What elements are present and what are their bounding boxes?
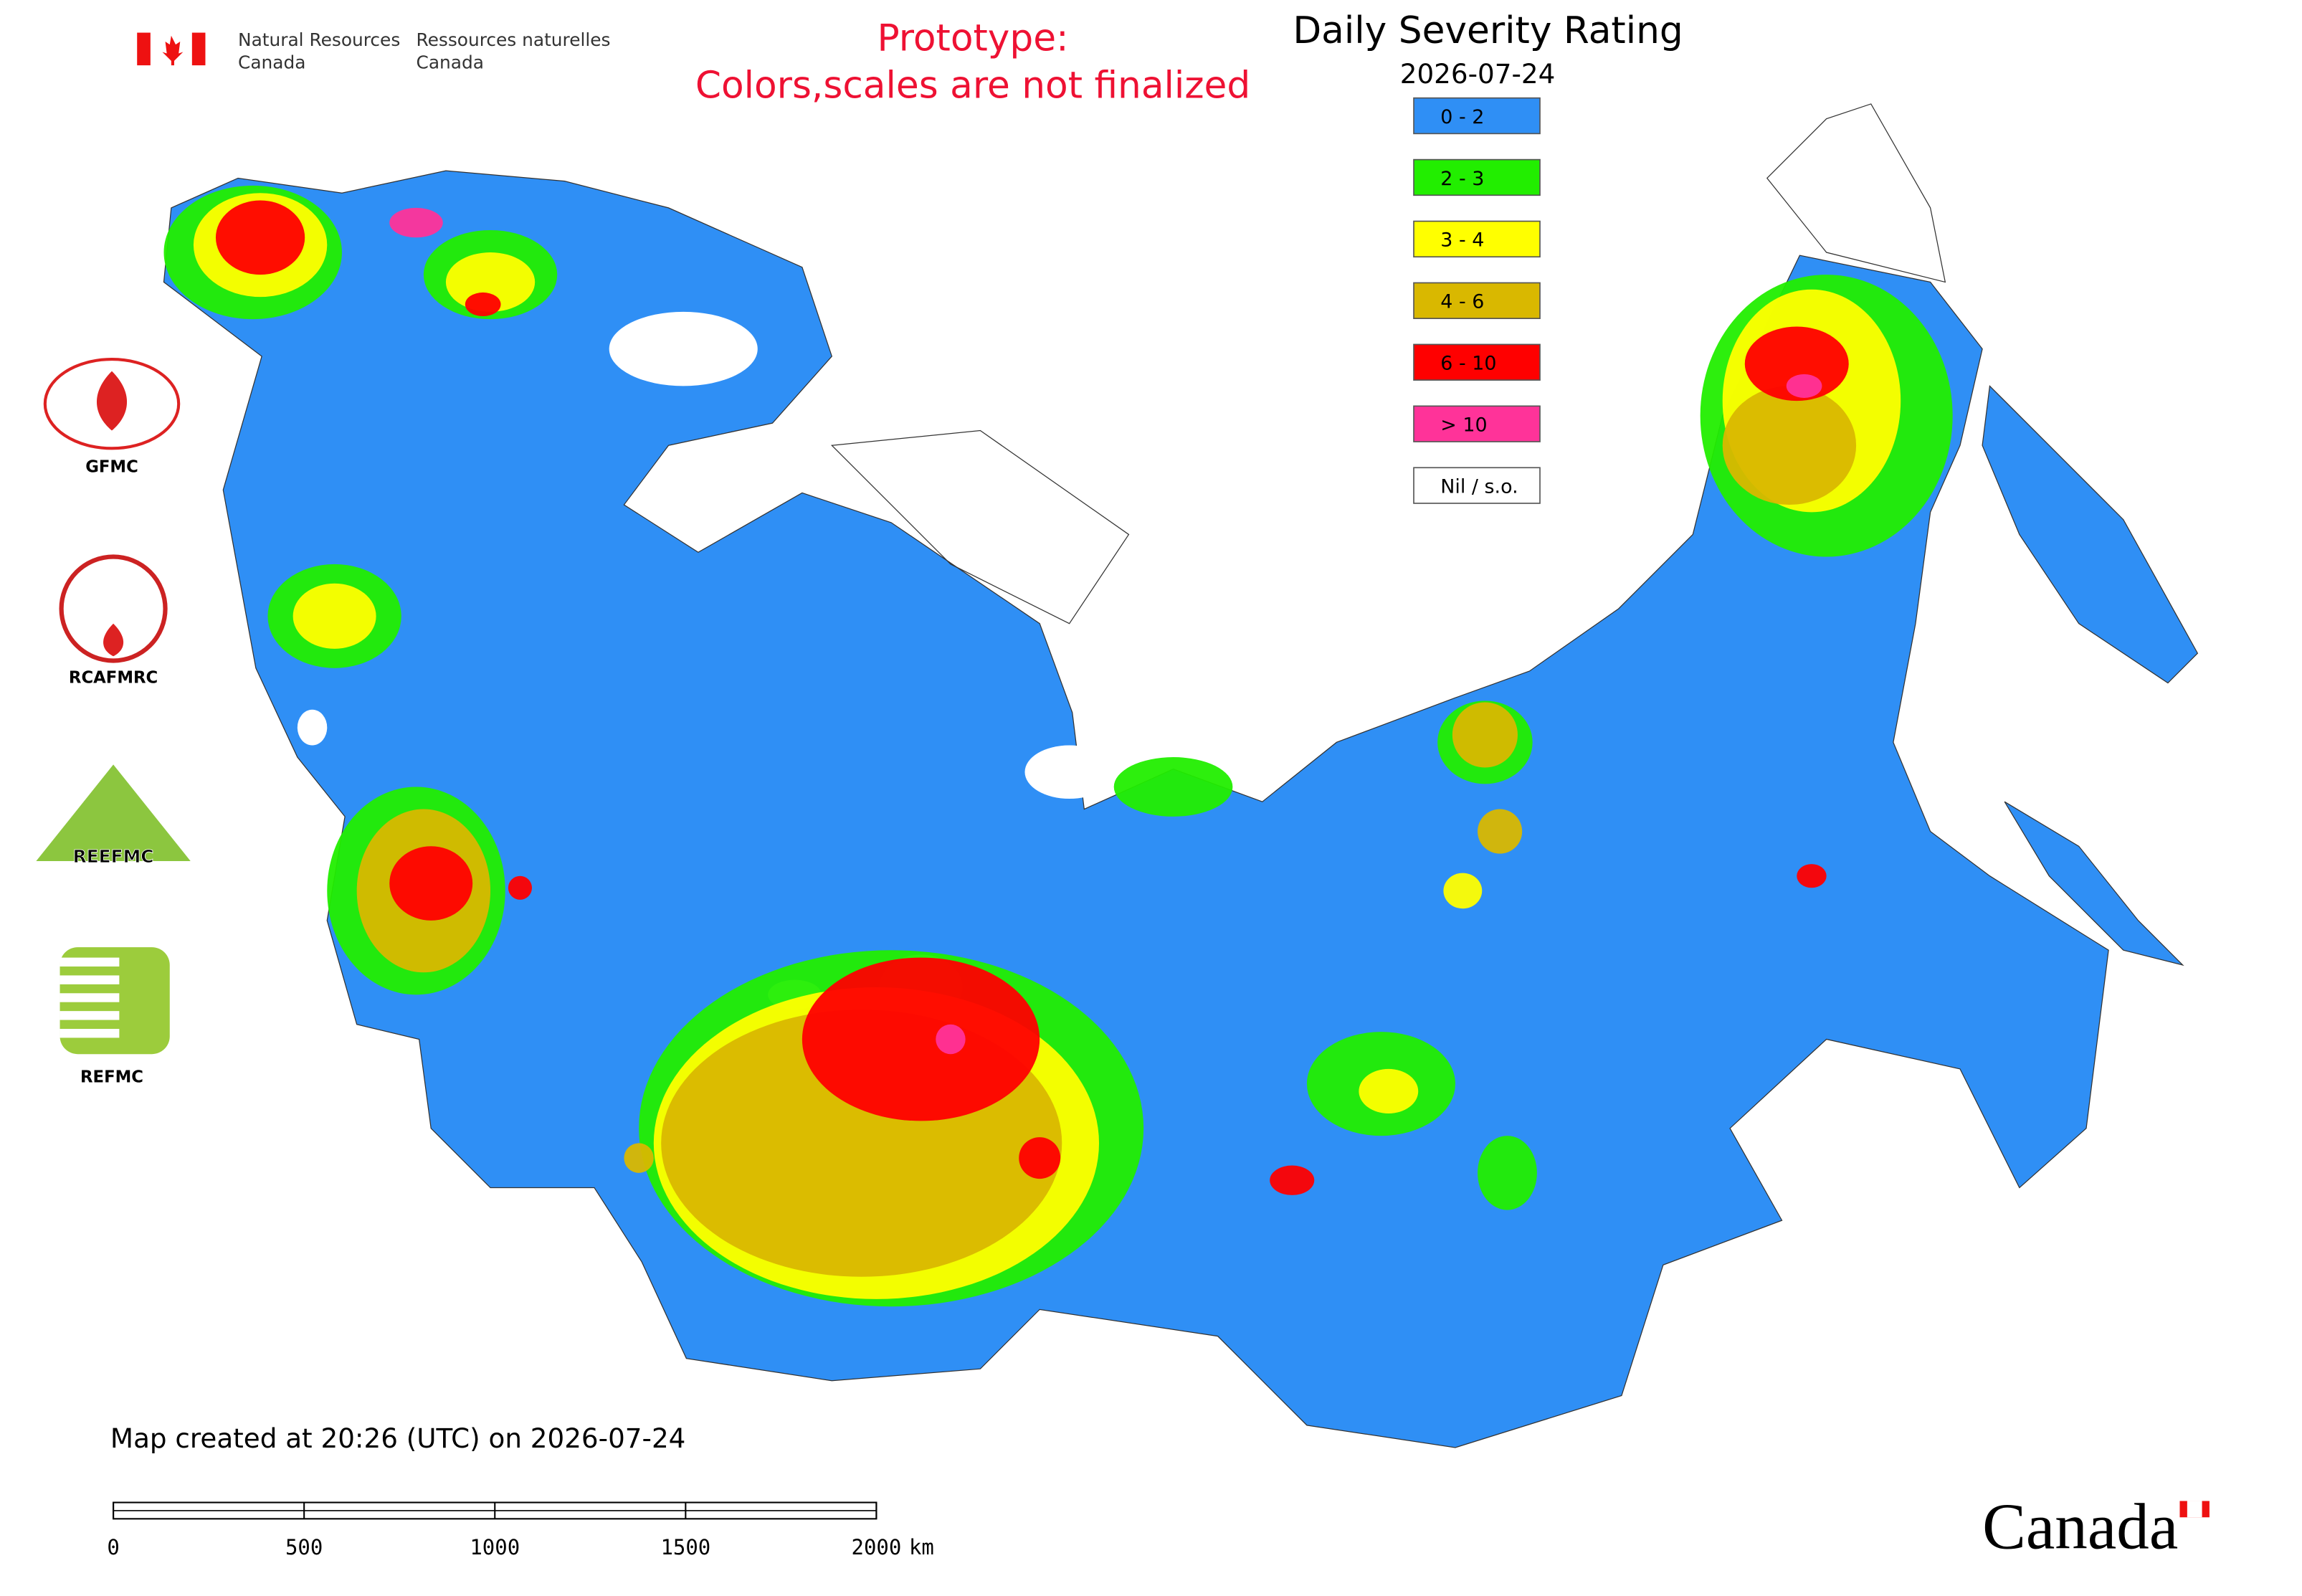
legend-label: 6 - 10 xyxy=(1440,353,1496,375)
severity-area xyxy=(1443,873,1483,909)
nrcan-signature: Natural Resources Canada Ressources natu… xyxy=(137,29,611,72)
agency-en: Canada xyxy=(238,52,305,72)
severity-area xyxy=(802,957,1040,1121)
scale-tick-label: 1500 xyxy=(660,1535,710,1559)
logo-icon xyxy=(103,623,124,657)
legend-swatch xyxy=(1413,405,1541,442)
notice: Colors,scales are not finalized xyxy=(695,65,1250,108)
created-note: Map created at 20:26 (UTC) on 2026-07-24 xyxy=(110,1422,685,1454)
legend-swatch xyxy=(1413,282,1541,319)
severity-area xyxy=(1478,1136,1537,1210)
legend: 0 - 2 2 - 3 3 - 4 4 - 6 6 - 10 > 10 Nil / s.o. xyxy=(1413,97,1541,504)
severity-area xyxy=(1270,1165,1315,1195)
severity-area xyxy=(1113,757,1233,817)
legend-swatch xyxy=(1413,220,1541,258)
scale-unit: km xyxy=(909,1535,934,1559)
scale-tick-label: 1000 xyxy=(470,1535,520,1559)
severity-area xyxy=(1019,1137,1061,1179)
logo-stripe xyxy=(60,1028,120,1038)
logo-icon xyxy=(59,554,168,663)
legend-label: Nil / s.o. xyxy=(1440,475,1518,498)
severity-area xyxy=(1797,864,1827,888)
severity-areas xyxy=(163,185,1953,1307)
land-area xyxy=(830,429,1130,624)
severity-area xyxy=(1478,809,1523,854)
logo-stripe xyxy=(60,1011,120,1020)
legend-label: 2 - 3 xyxy=(1440,168,1484,190)
scale-bar: 0 500 1000 1500 2000 km xyxy=(107,1501,934,1559)
legend-swatch xyxy=(1413,467,1541,504)
severity-area xyxy=(215,200,305,275)
logo-stripe xyxy=(60,975,120,984)
severity-area xyxy=(1452,702,1518,768)
legend-swatch xyxy=(1413,97,1541,135)
legend-swatch xyxy=(1413,343,1541,381)
flag-bar xyxy=(191,32,206,66)
severity-area xyxy=(389,207,443,238)
notice: Prototype: xyxy=(877,16,1068,60)
scale-tick-label: 500 xyxy=(285,1535,323,1559)
severity-area xyxy=(1722,386,1857,505)
agency-fr: Ressources naturelles xyxy=(417,29,611,50)
canada-wordmark: Canada xyxy=(1982,1491,2210,1563)
land-area xyxy=(2004,801,2184,966)
land-area xyxy=(1982,385,2199,684)
legend-swatch xyxy=(1413,158,1541,196)
map-title: Daily Severity Rating xyxy=(1293,9,1683,52)
agency-en: Natural Resources xyxy=(238,29,400,50)
agency-fr: Canada xyxy=(417,52,484,72)
legend-label: 0 - 2 xyxy=(1440,106,1484,128)
legend-label: 3 - 4 xyxy=(1440,229,1484,252)
wordmark: Canada xyxy=(1982,1491,2178,1563)
logo-label: GFMC xyxy=(85,457,138,476)
land-area xyxy=(1766,103,1946,283)
severity-area xyxy=(445,252,536,312)
severity-area xyxy=(624,1143,654,1173)
water-body xyxy=(609,311,758,386)
logo-icon xyxy=(96,371,128,431)
maple-leaf xyxy=(162,35,184,66)
scale-tick-label: 2000 xyxy=(852,1535,902,1559)
severity-area xyxy=(936,1024,966,1055)
legend-label: > 10 xyxy=(1440,414,1487,437)
severity-area xyxy=(1359,1068,1419,1114)
severity-area xyxy=(1786,374,1822,398)
severity-area xyxy=(389,846,473,921)
map-date: 2026-07-24 xyxy=(1400,58,1556,90)
scale-tick-label: 0 xyxy=(107,1535,119,1559)
severity-area xyxy=(508,875,533,900)
wordmark-flag xyxy=(2187,1501,2202,1518)
legend-label: 4 - 6 xyxy=(1440,291,1484,313)
logo-label: REEFMC xyxy=(73,846,154,867)
severity-area xyxy=(465,292,501,317)
logo-label: RCAFMRC xyxy=(69,669,158,688)
logo-stripe xyxy=(60,957,120,967)
flag-bar xyxy=(137,32,151,66)
water-body xyxy=(297,709,328,746)
logo-label: REFMC xyxy=(80,1068,143,1087)
severity-area xyxy=(1744,326,1849,402)
logo-stripe xyxy=(60,993,120,1002)
water-body xyxy=(1024,745,1114,799)
partner-logos: GFMC RCAFMRC REEFMC REFMC xyxy=(36,358,191,1087)
severity-area xyxy=(292,583,376,649)
logo-icon xyxy=(36,764,191,862)
